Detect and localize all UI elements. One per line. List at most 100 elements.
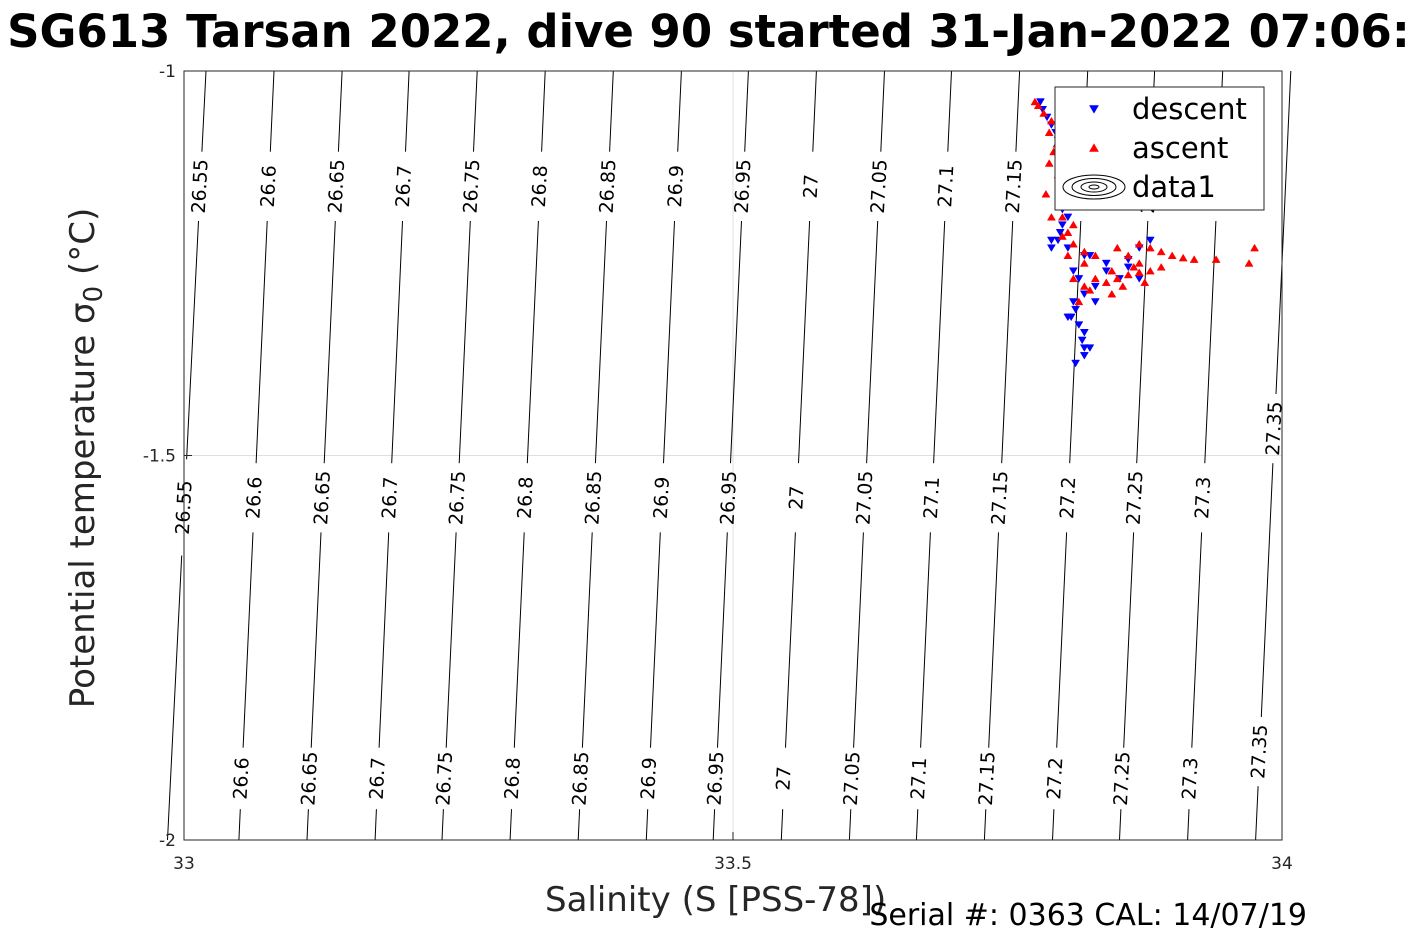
- contour-line-26.7: [391, 220, 403, 464]
- contour-line-26.65: [306, 809, 309, 841]
- contour-label: 27.1: [920, 476, 944, 519]
- contour-line-26.8: [541, 70, 546, 152]
- descent-marker: [1090, 282, 1100, 291]
- contour-line-27.15: [1001, 220, 1014, 464]
- contour-line-26.7: [378, 532, 390, 748]
- ascent-marker: [1112, 243, 1122, 252]
- contour-line-26.6: [255, 220, 268, 464]
- contour-line-27.05: [853, 532, 864, 748]
- contour-line-27.3: [1191, 532, 1203, 748]
- contour-label: 26.65: [297, 751, 322, 806]
- contour-label: 27.15: [975, 751, 1000, 806]
- ascent-marker: [1178, 253, 1188, 262]
- contour-label: 27.15: [988, 470, 1013, 525]
- contour-line-26.75: [441, 809, 444, 841]
- contour-label: 27.05: [853, 470, 878, 525]
- contour-line-27.3: [1187, 809, 1190, 841]
- ascent-marker: [1079, 259, 1089, 267]
- legend-descent-marker: [1089, 105, 1099, 114]
- y-tick-label: -2: [159, 831, 176, 851]
- contour-label: 26.55: [188, 159, 213, 214]
- contour-line-26.9: [663, 220, 675, 464]
- contour-label: 27.3: [1191, 476, 1215, 519]
- contour-label: 27.25: [1110, 751, 1135, 806]
- contour-line-27.1: [947, 70, 952, 152]
- ascent-marker: [1090, 251, 1100, 260]
- contour-line-26.55: [186, 220, 199, 460]
- ascent-marker: [1134, 239, 1144, 248]
- contour-label: 27.1: [934, 165, 958, 208]
- descent-marker: [1145, 236, 1155, 245]
- legend-ascent-marker: [1089, 143, 1099, 152]
- contour-label: 26.95: [704, 751, 729, 806]
- legend-contour-icon: [1080, 181, 1108, 193]
- contour-line-27.1: [915, 809, 919, 841]
- contour-label: 26.6: [242, 476, 266, 519]
- contour-label: 26.85: [569, 751, 594, 806]
- ascent-marker: [1140, 278, 1150, 286]
- contour-label: 27: [800, 174, 823, 199]
- axis-ticks: 33 33.5 34 -1 -1.5 -2: [143, 62, 1293, 874]
- contour-line-27.2: [1069, 220, 1082, 464]
- ascent-marker: [1046, 116, 1056, 125]
- contour-label: 26.95: [731, 159, 756, 214]
- ascent-marker: [1107, 289, 1117, 298]
- contour-line-26.95: [730, 220, 742, 464]
- contour-line-27.2: [1056, 532, 1068, 748]
- contour-label: 27.35: [1247, 724, 1272, 779]
- contour-line-27.35: [1255, 786, 1259, 841]
- ascent-marker: [1156, 247, 1166, 256]
- ascent-marker: [1030, 97, 1040, 106]
- contour-label: 26.8: [501, 757, 525, 800]
- ascent-marker: [1079, 282, 1089, 290]
- y-tick-label: -1: [159, 62, 176, 82]
- contour-line-26.95: [712, 809, 716, 841]
- contour-label: 26.85: [581, 470, 606, 525]
- x-axis-label: Salinity (S [PSS-78]): [545, 880, 887, 920]
- ascent-marker: [1134, 259, 1144, 267]
- contour-line-26.65: [310, 532, 322, 748]
- contour-line-26.85: [581, 532, 593, 748]
- descent-marker: [1079, 329, 1089, 337]
- contour-label: 26.7: [392, 165, 416, 208]
- contour-line-27: [785, 532, 796, 748]
- contour-line-26.7: [405, 70, 410, 152]
- contour-line-26.75: [473, 70, 478, 152]
- ascent-marker: [1079, 247, 1089, 256]
- ascent-marker: [1041, 189, 1051, 198]
- descent-marker: [1068, 298, 1078, 306]
- descent-marker: [1063, 313, 1073, 322]
- ascent-marker: [1134, 268, 1144, 276]
- contour-line-26.8: [526, 220, 539, 464]
- legend-contour-icon: [1062, 174, 1126, 200]
- descent-marker: [1123, 263, 1133, 272]
- contour-label: 26.75: [432, 751, 457, 806]
- contour-line-26.6: [238, 809, 241, 841]
- descent-marker: [1071, 305, 1081, 314]
- ascent-marker: [1033, 101, 1043, 110]
- serial-cal-footer: Serial #: 0363 CAL: 14/07/19: [869, 898, 1307, 933]
- contour-label: 26.8: [514, 476, 538, 519]
- contour-label: 27.2: [1056, 476, 1080, 519]
- ascent-marker: [1145, 243, 1155, 252]
- contour-label: 27.1: [907, 757, 931, 800]
- contour-line-27.1: [933, 220, 946, 464]
- contour-label: 26.6: [230, 757, 254, 800]
- x-tick-label: 33.5: [714, 854, 752, 874]
- contour-line-26.7: [374, 809, 377, 841]
- contour-line-26.95: [717, 532, 728, 748]
- x-tick-label: 33: [173, 854, 195, 874]
- ascent-marker: [1123, 270, 1133, 279]
- legend-contour-icon: [1071, 178, 1117, 196]
- contour-line-26.95: [744, 70, 749, 152]
- contour-label: 26.75: [460, 159, 485, 214]
- contour-line-27.05: [848, 809, 852, 841]
- contour-line-27.15: [983, 809, 987, 841]
- ascent-marker: [1123, 251, 1133, 260]
- ascent-marker: [1068, 274, 1078, 283]
- legend[interactable]: descent ascent data1: [1054, 86, 1265, 211]
- contour-line-26.65: [323, 220, 336, 464]
- ascent-marker: [1107, 266, 1117, 275]
- contour-line-27.05: [880, 70, 885, 152]
